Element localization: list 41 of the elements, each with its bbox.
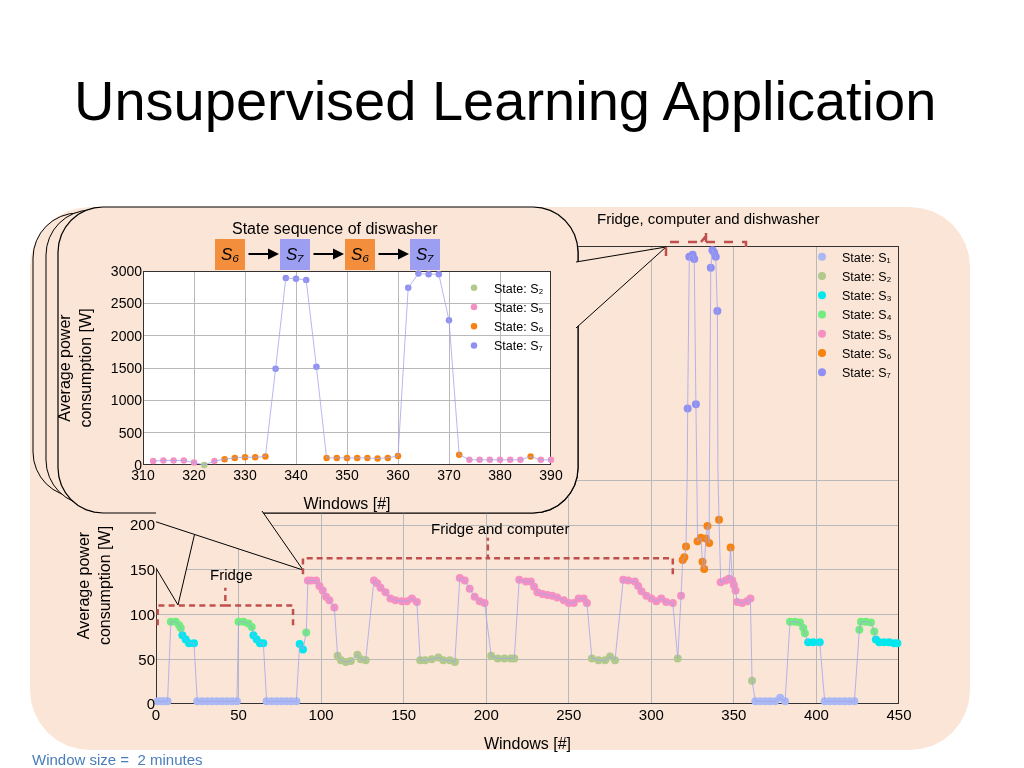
- x-tick-label: 100: [308, 706, 334, 723]
- y-tick-label: 3000: [110, 262, 143, 279]
- legend-label: State: S₁: [842, 250, 891, 265]
- legend-label: State: S₃: [842, 289, 892, 303]
- y-tick-label: 50: [138, 650, 155, 668]
- x-tick-label: 150: [391, 706, 417, 723]
- y-tick-label: 100: [129, 605, 155, 623]
- annotation: S₇: [286, 245, 305, 264]
- y-tick-label: 200: [129, 516, 155, 534]
- x-tick-label: 250: [556, 706, 582, 723]
- x-tick-label: 350: [721, 706, 747, 723]
- annotation: S₇: [416, 245, 435, 264]
- x-axis-title: Windows [#]: [483, 734, 572, 752]
- x-tick-label: 300: [638, 706, 664, 723]
- annotation: S₆: [351, 245, 370, 264]
- x-tick-label: 400: [803, 706, 829, 723]
- chart-title: Unsupervised Learning Application: [74, 69, 937, 132]
- y-tick-label: 2500: [110, 295, 143, 312]
- x-tick-label: 450: [886, 706, 912, 723]
- legend-label: State: S₅: [842, 327, 892, 342]
- y-tick-label: 1500: [110, 359, 143, 376]
- legend-label: State: S₅: [494, 300, 544, 315]
- chart-title: State sequence of diswasher: [232, 220, 439, 237]
- legend-label: State: S₆: [494, 320, 544, 334]
- annotation: S₆: [221, 245, 240, 264]
- legend-label: State: S₂: [842, 269, 892, 284]
- text: Fridge, computer and dishwasher: [597, 210, 820, 227]
- legend-label: State: S₂: [494, 281, 544, 296]
- y-tick-label: 150: [129, 561, 155, 579]
- legend-label: State: S₆: [842, 346, 892, 361]
- text: Window size = 2 minutes: [32, 751, 203, 768]
- y-tick-label: 1000: [110, 392, 143, 409]
- y-axis-title: Average power consumption [W]: [75, 525, 113, 646]
- x-tick-label: 200: [473, 706, 499, 723]
- legend-label: State: S₄: [842, 308, 892, 323]
- legend-label: State: S₇: [494, 339, 543, 354]
- legend-label: State: S₇: [842, 366, 891, 380]
- x-tick-label: 50: [230, 706, 247, 723]
- y-tick-label: 2000: [110, 327, 143, 344]
- y-tick-label: 500: [118, 424, 143, 441]
- y-axis-title: Average power consumption [W]: [55, 308, 94, 428]
